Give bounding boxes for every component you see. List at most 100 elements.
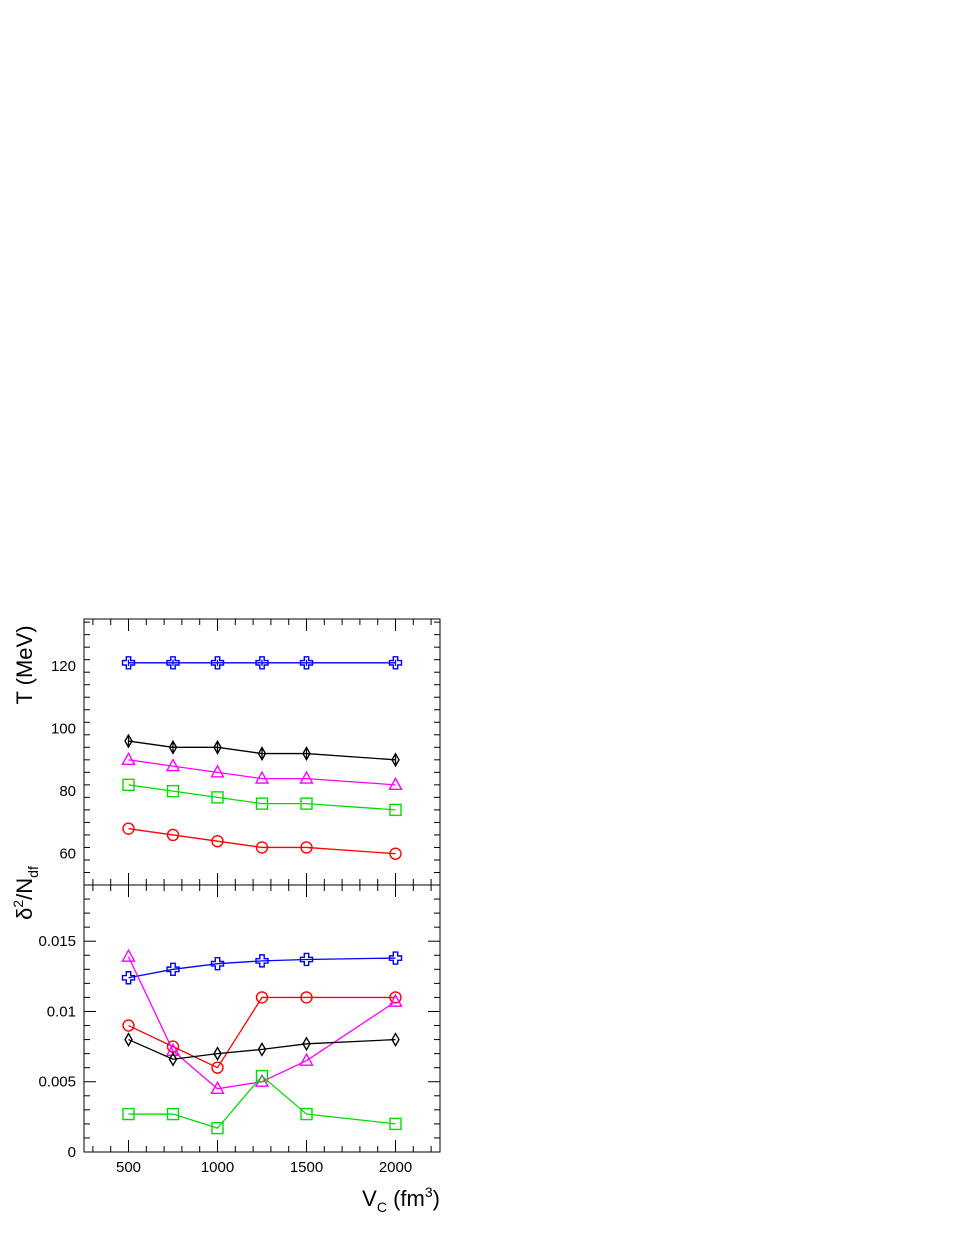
top-data-point xyxy=(210,656,225,670)
bottom-series-circle xyxy=(122,991,402,1074)
top-data-point xyxy=(255,656,269,670)
bottom-data-point xyxy=(299,1052,314,1066)
top-data-point xyxy=(300,841,313,854)
bottom-data-point xyxy=(124,1032,133,1047)
top-data-point xyxy=(257,746,267,761)
bottom-series-triangle xyxy=(121,948,403,1094)
x-axis-title-main: V xyxy=(362,1186,377,1211)
bottom-data-point xyxy=(210,956,225,971)
bottom-series-line xyxy=(127,956,396,1090)
top-y-axis-title: T (MeV) xyxy=(12,625,37,704)
top-series-line xyxy=(128,740,396,761)
bottom-data-point xyxy=(166,962,180,977)
bottom-data-point xyxy=(122,1107,135,1121)
bottom-data-point xyxy=(389,1117,402,1131)
bottom-data-point xyxy=(388,993,403,1007)
bottom-data-point xyxy=(391,1032,400,1047)
top-data-point xyxy=(166,656,180,670)
bottom-series-line xyxy=(128,1038,396,1060)
top-data-point xyxy=(299,656,314,670)
bottom-y-axis-title-main: δ xyxy=(12,908,37,920)
top-data-point xyxy=(121,751,136,766)
top-data-point xyxy=(166,828,180,842)
x-axis-title-mid: (fm xyxy=(387,1186,425,1211)
top-data-point xyxy=(254,770,270,784)
x-axis-title-sup: 3 xyxy=(425,1184,433,1200)
bottom-series-line xyxy=(128,1075,396,1129)
bottom-data-point xyxy=(166,1107,180,1121)
top-series-line xyxy=(128,759,396,786)
bottom-series-cross xyxy=(121,951,403,985)
top-panel: 60 80 100 120 xyxy=(51,618,441,886)
top-data-point xyxy=(210,764,225,778)
bottom-data-point xyxy=(254,1073,270,1087)
bottom-data-point xyxy=(299,952,314,967)
top-data-point xyxy=(211,791,224,804)
bottom-y-tick-label: 0.01 xyxy=(47,1003,76,1020)
top-data-point xyxy=(391,752,400,768)
top-data-point xyxy=(122,778,135,792)
x-axis-title-end: ) xyxy=(433,1186,440,1211)
top-data-point xyxy=(211,834,224,848)
bottom-data-point xyxy=(255,1069,269,1083)
top-data-point xyxy=(389,803,402,817)
bottom-x-tick-label: 500 xyxy=(116,1159,141,1176)
top-data-point xyxy=(213,739,222,755)
top-data-point xyxy=(255,797,269,810)
top-y-tick-label: 60 xyxy=(59,846,76,863)
bottom-data-point xyxy=(300,991,313,1004)
bottom-y-tick-label: 0.005 xyxy=(38,1074,76,1091)
bottom-y-axis-title-sup: 2 xyxy=(10,900,26,908)
top-data-point xyxy=(388,776,403,791)
x-axis-title-sub: C xyxy=(377,1199,387,1215)
bottom-data-point xyxy=(211,1061,224,1074)
bottom-x-tick-label: 1000 xyxy=(201,1159,234,1176)
bottom-series-line xyxy=(128,996,396,1069)
top-y-tick-label: 80 xyxy=(59,783,76,800)
bottom-data-point xyxy=(121,948,136,962)
bottom-x-tick-label: 1500 xyxy=(290,1159,323,1176)
top-data-point xyxy=(389,847,402,860)
bottom-data-point xyxy=(302,1036,311,1052)
top-series-triangle xyxy=(121,751,403,791)
x-axis-title: VC (fm3) xyxy=(362,1184,440,1215)
top-data-point xyxy=(255,841,269,854)
bottom-data-point xyxy=(210,1080,225,1094)
bottom-frame xyxy=(83,884,441,1153)
top-data-point xyxy=(165,758,181,772)
bottom-data-point xyxy=(389,991,402,1004)
bottom-data-point xyxy=(388,951,403,965)
top-series-cross xyxy=(121,656,403,670)
top-data-point xyxy=(166,784,180,798)
top-series-square xyxy=(122,778,402,817)
top-series-line xyxy=(128,784,396,811)
bottom-data-point xyxy=(257,1042,267,1057)
bottom-y-axis-title-sub: df xyxy=(25,866,41,878)
bottom-series-diamond xyxy=(124,1032,400,1067)
top-data-point xyxy=(121,656,136,670)
bottom-y-axis-title-mid: /N xyxy=(12,878,37,900)
top-data-point xyxy=(122,822,135,835)
top-data-point xyxy=(302,746,311,761)
bottom-data-point xyxy=(121,971,136,985)
top-y-tick-label: 120 xyxy=(51,658,76,675)
bottom-data-point xyxy=(300,1107,313,1121)
top-series-diamond xyxy=(124,733,400,768)
bottom-data-point xyxy=(213,1046,222,1062)
bottom-data-point xyxy=(122,1019,135,1032)
bottom-data-point xyxy=(211,1121,224,1135)
bottom-series-line xyxy=(128,957,396,979)
bottom-y-tick-label: 0 xyxy=(68,1144,76,1161)
bottom-data-point xyxy=(255,991,269,1004)
top-data-point xyxy=(168,739,178,755)
bottom-data-point xyxy=(168,1051,178,1067)
bottom-y-tick-label: 0.015 xyxy=(38,933,76,950)
bottom-panel: 0 0.005 0.01 0.015 500 1000 1500 2000 xyxy=(38,884,441,1176)
top-y-tick-label: 100 xyxy=(51,721,76,738)
bottom-y-axis-title: δ2/Ndf xyxy=(10,866,41,920)
bottom-data-point xyxy=(255,954,269,968)
bottom-data-point xyxy=(165,1042,181,1057)
top-data-point xyxy=(300,797,313,810)
top-series-line xyxy=(128,828,396,855)
